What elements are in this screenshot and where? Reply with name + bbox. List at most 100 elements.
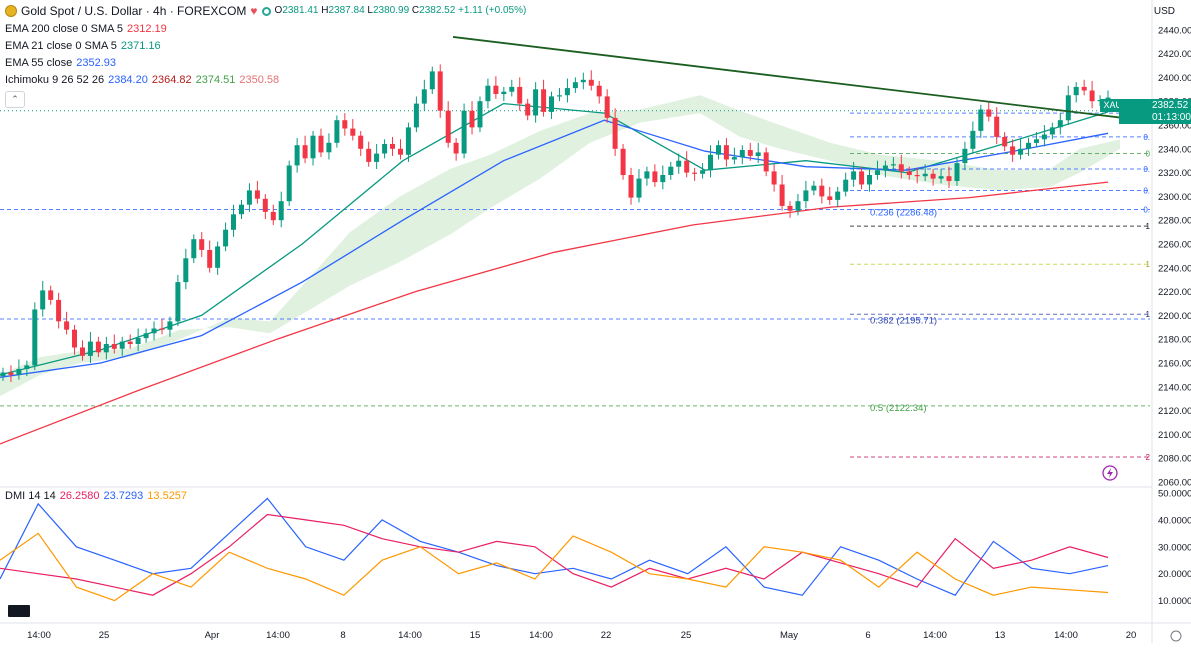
candle-body [843,179,849,192]
heart-icon[interactable]: ♥ [250,4,258,18]
tradingview-logo-icon [8,605,30,617]
candle-body [795,201,801,211]
candle-body [827,196,833,200]
ema200-row[interactable]: EMA 200 close 0 SMA 5 2312.19 [5,22,526,36]
last-price-tag[interactable]: 2382.52 01:13:00 [1119,99,1191,124]
candle-body [246,190,252,205]
candle-body [278,201,284,221]
dmi-value-3: 13.5257 [147,490,188,502]
high-value: 2387.84 [328,5,365,16]
candle-body [739,150,745,158]
ema55-value: 2352.93 [76,57,117,69]
candle-body [1057,120,1063,128]
candle-body [835,191,841,200]
main-legend: Gold Spot / U.S. Dollar · 4h · FOREXCOM … [5,4,526,108]
time-tick-label: 14:00 [27,630,51,641]
candle-body [811,185,817,191]
candle-body [8,372,14,375]
candle-body [64,321,70,330]
candle-body [485,85,491,102]
candle-body [787,205,793,211]
candle-body [199,239,205,250]
candle-body [1105,97,1111,100]
symbol-row: Gold Spot / U.S. Dollar · 4h · FOREXCOM … [5,4,526,18]
candle-body [398,148,403,155]
candle-body [310,135,316,159]
ema200-label: EMA 200 close 0 SMA 5 [5,23,124,35]
candle-body [1065,95,1071,121]
bar-countdown: 01:13:00 [1152,112,1191,123]
time-tick-label: 22 [601,630,612,641]
candle-body [183,258,189,283]
candle-body [48,290,54,300]
candles [0,64,1111,383]
candle-body [604,96,610,118]
candle-body [978,109,984,131]
trendline-group[interactable] [452,36,1153,123]
candle-body [580,79,586,83]
price-tick-label: 2080.00 [1158,454,1191,465]
candle-body [461,110,467,154]
candle-body [564,88,570,96]
ma-line [0,119,1109,378]
price-tick-label: 2120.00 [1158,406,1191,417]
candle-body [231,214,236,230]
candle-body [302,145,308,159]
ichimoku-row[interactable]: Ichimoku 9 26 52 26 2384.20 2364.82 2374… [5,73,526,87]
ema55-row[interactable]: EMA 55 close 2352.93 [5,56,526,70]
price-tick-label: 2300.00 [1158,192,1191,203]
symbol-title[interactable]: Gold Spot / U.S. Dollar · 4h · FOREXCOM [21,4,247,18]
candle-body [628,175,634,198]
candle-body [660,175,666,183]
time-tick-label: 13 [995,630,1006,641]
candle-body [867,175,872,185]
lightning-icon [1102,465,1118,481]
candle-body [914,175,920,177]
candle-body [890,164,896,166]
candle-body [755,152,761,156]
candle-body [326,142,332,153]
candle-body [652,171,658,183]
candle-body [191,239,197,259]
candle-body [517,86,523,104]
time-tick-label: 14:00 [529,630,553,641]
level-edge-label: 2 [1146,453,1151,462]
price-tick-label: 2280.00 [1158,216,1191,227]
dmi-row: DMI 14 14 26.2580 23.7293 13.5257 [5,489,187,503]
candle-body [143,333,149,339]
candle-body [644,171,650,179]
candle-body [533,89,539,116]
ichimoku-cloud-area [0,95,1120,397]
dmi-tick-label: 50.0000 [1158,489,1191,500]
candle-body [501,91,507,95]
close-label: C [411,5,420,16]
candle-body [334,120,340,143]
candle-body [596,85,602,97]
candle-body [167,321,173,330]
change-value: +1.11 (+0.05%) [458,5,527,16]
ema21-row[interactable]: EMA 21 close 0 SMA 5 2371.16 [5,39,526,53]
time-tick-label: 14:00 [1054,630,1078,641]
candle-body [716,145,721,155]
candle-body [588,79,594,86]
dmi-legend[interactable]: DMI 14 14 26.2580 23.7293 13.5257 [5,489,187,503]
collapse-legend-button[interactable]: ⌃ [5,91,25,108]
candle-body [437,71,443,111]
time-tick-label: 14:00 [398,630,422,641]
time-axis[interactable]: 14:00 25 Apr 14:00 8 14:00 15 14:00 22 25 May 6 14:0… [0,622,1191,641]
time-tick-label: 14:00 [923,630,947,641]
lightning-bolt-icon [1107,468,1113,478]
currency-label[interactable]: USD [1153,6,1175,17]
candle-body [405,127,411,155]
candle-body [493,85,499,94]
dmi-label: DMI 14 14 [5,490,56,502]
price-tick-label: 2240.00 [1158,263,1191,274]
level-edge-label: 0 [1146,150,1151,159]
candle-body [708,154,713,171]
candle-body [541,89,547,112]
candle-body [1097,100,1103,102]
price-tick-label: 2060.00 [1158,478,1191,489]
time-tick-label: 25 [681,630,692,641]
candle-body [763,152,769,172]
